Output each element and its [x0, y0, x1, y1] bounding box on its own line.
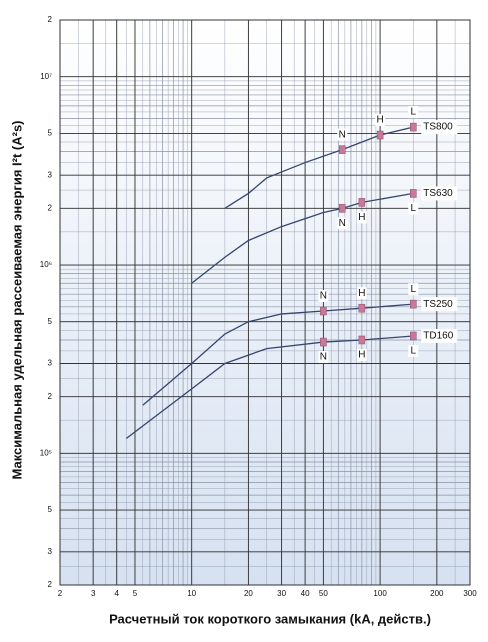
marker-label: N	[320, 352, 327, 363]
y-tick-label: 2	[48, 392, 53, 401]
marker-label-bg	[318, 290, 329, 303]
x-tick-label: 2	[58, 589, 63, 598]
marker-label: L	[411, 284, 417, 295]
marker-label: H	[358, 212, 365, 223]
y-tick-label: 3	[48, 547, 53, 556]
marker-label: H	[358, 288, 365, 299]
marker-label-bg	[408, 106, 419, 119]
x-axis-title: Расчетный ток короткого замыкания (kA, д…	[109, 611, 431, 626]
y-tick-label: 10⁷	[40, 72, 52, 81]
y-tick-label: 5	[48, 317, 53, 326]
marker	[358, 198, 366, 207]
y-tick-label: 10⁵	[40, 448, 52, 457]
marker-label-bg	[337, 128, 348, 141]
y-tick-label: 5	[48, 505, 53, 514]
marker-label-bg	[408, 344, 419, 357]
marker-label-bg	[408, 283, 419, 296]
marker-label: L	[411, 346, 417, 357]
marker-label: N	[320, 291, 327, 302]
x-tick-label: 40	[301, 589, 310, 598]
x-tick-label: 100	[373, 589, 387, 598]
x-tick-label: 20	[244, 589, 253, 598]
marker	[339, 145, 346, 154]
plot-area	[59, 19, 471, 586]
curve	[142, 303, 414, 406]
marker-label-bg	[356, 211, 367, 224]
y-tick-label: 2	[48, 203, 53, 212]
y-tick-label: 3	[48, 170, 53, 179]
marker	[376, 130, 384, 140]
marker-label-bg	[337, 217, 348, 230]
series-label: TD160	[423, 331, 453, 342]
x-tick-label: 4	[114, 589, 119, 598]
series-label-bg	[421, 186, 458, 201]
y-axis-title: Максимальная удельная рассеиваемая энерг…	[9, 120, 24, 479]
y-tick-label: 2	[48, 15, 53, 24]
marker-label: N	[339, 129, 346, 140]
marker	[320, 337, 327, 347]
y-tick-label: 10⁶	[40, 260, 52, 269]
y-tick-label: 5	[48, 128, 53, 137]
y-tick-label: 2	[48, 580, 53, 589]
marker	[410, 122, 417, 132]
marker-label-bg	[356, 348, 367, 361]
x-tick-label: 50	[319, 589, 328, 598]
marker-label-bg	[375, 114, 386, 127]
marker	[320, 306, 327, 316]
series-label-bg	[421, 297, 458, 312]
x-tick-label: 30	[277, 589, 286, 598]
marker	[410, 331, 417, 341]
marker-label: L	[411, 107, 417, 118]
curve	[191, 192, 414, 284]
marker-label: N	[339, 218, 346, 229]
marker-label-bg	[356, 287, 367, 300]
marker	[410, 189, 417, 198]
marker-label-bg	[408, 202, 419, 215]
x-tick-label: 10	[187, 589, 196, 598]
marker-label-bg	[318, 351, 329, 364]
series-label: TS800	[423, 122, 453, 133]
x-tick-label: 300	[463, 589, 477, 598]
series-label-bg	[421, 328, 458, 343]
marker-label: H	[358, 350, 365, 361]
marker-label: L	[411, 203, 417, 214]
marker	[339, 204, 346, 213]
marker	[358, 303, 366, 313]
series-label-bg	[421, 120, 458, 135]
x-tick-label: 200	[430, 589, 444, 598]
marker	[358, 335, 366, 345]
y-tick-label: 3	[48, 359, 53, 368]
x-tick-label: 3	[91, 589, 96, 598]
marker	[410, 299, 417, 309]
series-label: TS250	[423, 299, 453, 310]
series-label: TS630	[423, 188, 453, 199]
x-tick-label: 5	[133, 589, 138, 598]
marker-label: H	[376, 115, 383, 126]
